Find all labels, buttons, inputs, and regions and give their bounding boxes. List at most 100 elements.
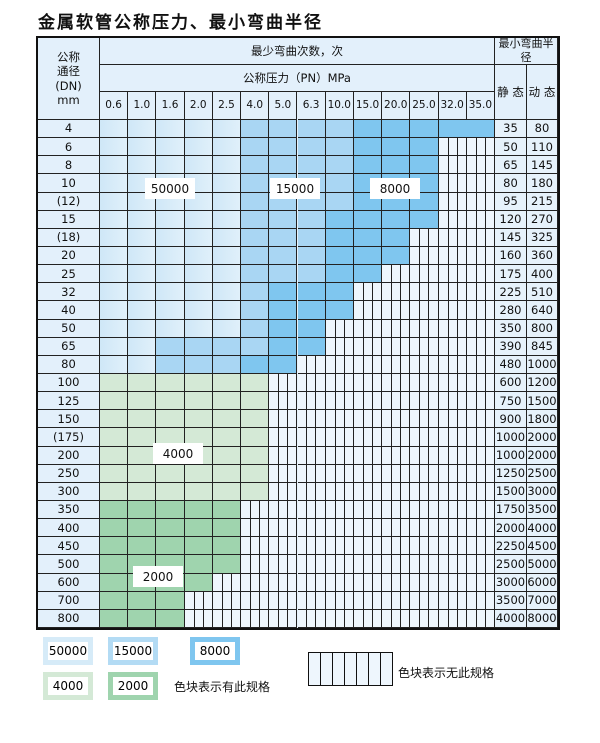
spec-cell bbox=[128, 301, 157, 320]
spec-cell bbox=[128, 355, 157, 374]
spec-cell bbox=[100, 192, 129, 211]
no-spec-cell bbox=[438, 428, 467, 447]
spec-cell bbox=[100, 138, 129, 157]
no-spec-cell bbox=[438, 555, 467, 574]
region-label-8000: 8000 bbox=[370, 178, 420, 199]
spec-cell bbox=[156, 156, 185, 175]
dynamic-radius-cell: 400 bbox=[527, 265, 558, 284]
no-spec-cell bbox=[297, 609, 326, 628]
dynamic-radius-cell: 1500 bbox=[527, 392, 558, 411]
spec-cell bbox=[241, 228, 270, 247]
no-spec-cell bbox=[382, 319, 411, 338]
spec-cell bbox=[241, 210, 270, 229]
spec-cell bbox=[212, 138, 242, 157]
no-spec-cell bbox=[297, 392, 326, 411]
dn-cell: 125 bbox=[38, 392, 100, 411]
no-spec-cell bbox=[212, 591, 242, 610]
static-header: 静 态 bbox=[495, 65, 527, 120]
spec-cell bbox=[212, 355, 242, 374]
static-radius-cell: 65 bbox=[495, 156, 527, 175]
spec-cell bbox=[156, 392, 185, 411]
no-spec-cell bbox=[241, 591, 270, 610]
no-spec-cell bbox=[438, 319, 467, 338]
spec-cell bbox=[241, 301, 270, 320]
spec-cell bbox=[382, 210, 411, 229]
dn-cell: 25 bbox=[38, 265, 100, 284]
spec-cell bbox=[212, 482, 242, 501]
no-spec-cell bbox=[269, 591, 298, 610]
spec-cell bbox=[184, 337, 213, 356]
spec-cell bbox=[241, 319, 270, 338]
no-spec-cell bbox=[353, 374, 383, 393]
dynamic-radius-cell: 1800 bbox=[527, 410, 558, 429]
no-spec-cell bbox=[466, 573, 495, 592]
no-spec-cell bbox=[353, 591, 383, 610]
no-spec-cell bbox=[269, 374, 298, 393]
spec-cell bbox=[184, 555, 213, 574]
no-spec-cell bbox=[212, 609, 242, 628]
spec-cell bbox=[128, 283, 157, 302]
spec-cell bbox=[156, 609, 185, 628]
dn-header-line: 通径 bbox=[57, 64, 80, 79]
no-spec-cell bbox=[325, 374, 354, 393]
spec-cell bbox=[128, 609, 157, 628]
spec-cell bbox=[212, 283, 242, 302]
spec-cell bbox=[156, 537, 185, 556]
spec-cell bbox=[410, 210, 439, 229]
dn-cell: 300 bbox=[38, 482, 100, 501]
dynamic-radius-cell: 215 bbox=[527, 192, 558, 211]
no-spec-cell bbox=[325, 355, 354, 374]
static-radius-cell: 80 bbox=[495, 174, 527, 193]
dn-cell: 80 bbox=[38, 355, 100, 374]
spec-cell bbox=[212, 192, 242, 211]
spec-cell bbox=[269, 355, 298, 374]
no-spec-cell bbox=[466, 482, 495, 501]
spec-cell bbox=[156, 247, 185, 266]
no-spec-cell bbox=[269, 428, 298, 447]
dynamic-radius-cell: 6000 bbox=[527, 573, 558, 592]
no-spec-cell bbox=[269, 392, 298, 411]
spec-cell bbox=[353, 120, 383, 139]
static-radius-cell: 3500 bbox=[495, 591, 527, 610]
dynamic-radius-cell: 2500 bbox=[527, 464, 558, 483]
spec-cell bbox=[353, 247, 383, 266]
no-spec-cell bbox=[466, 265, 495, 284]
static-radius-cell: 95 bbox=[495, 192, 527, 211]
no-spec-cell bbox=[297, 591, 326, 610]
static-radius-cell: 1500 bbox=[495, 482, 527, 501]
dn-cell: 500 bbox=[38, 555, 100, 574]
spec-cell bbox=[128, 247, 157, 266]
pressure-col-header: 2.5 bbox=[212, 92, 242, 120]
no-spec-cell bbox=[438, 410, 467, 429]
spec-cell bbox=[156, 410, 185, 429]
dynamic-radius-cell: 325 bbox=[527, 228, 558, 247]
dn-cell: (175) bbox=[38, 428, 100, 447]
no-spec-cell bbox=[382, 337, 411, 356]
spec-cell bbox=[241, 464, 270, 483]
no-spec-cell bbox=[466, 446, 495, 465]
spec-cell bbox=[184, 156, 213, 175]
no-spec-cell bbox=[466, 501, 495, 520]
no-spec-cell bbox=[438, 482, 467, 501]
pressure-col-header: 1.6 bbox=[156, 92, 185, 120]
spec-cell bbox=[100, 501, 129, 520]
pressure-col-header: 15.0 bbox=[353, 92, 383, 120]
region-label-2000: 2000 bbox=[133, 566, 183, 587]
dn-cell: 6 bbox=[38, 138, 100, 157]
spec-cell bbox=[212, 464, 242, 483]
spec-cell bbox=[212, 319, 242, 338]
no-spec-cell bbox=[410, 392, 439, 411]
dn-cell: 450 bbox=[38, 537, 100, 556]
no-spec-cell bbox=[466, 519, 495, 538]
no-spec-cell bbox=[325, 319, 354, 338]
spec-cell bbox=[184, 355, 213, 374]
spec-cell bbox=[269, 337, 298, 356]
no-spec-cell bbox=[241, 537, 270, 556]
no-spec-cell bbox=[438, 519, 467, 538]
spec-cell bbox=[212, 156, 242, 175]
spec-cell bbox=[156, 464, 185, 483]
spec-cell bbox=[325, 192, 354, 211]
no-spec-cell bbox=[410, 337, 439, 356]
spec-cell bbox=[353, 156, 383, 175]
spec-cell bbox=[100, 210, 129, 229]
